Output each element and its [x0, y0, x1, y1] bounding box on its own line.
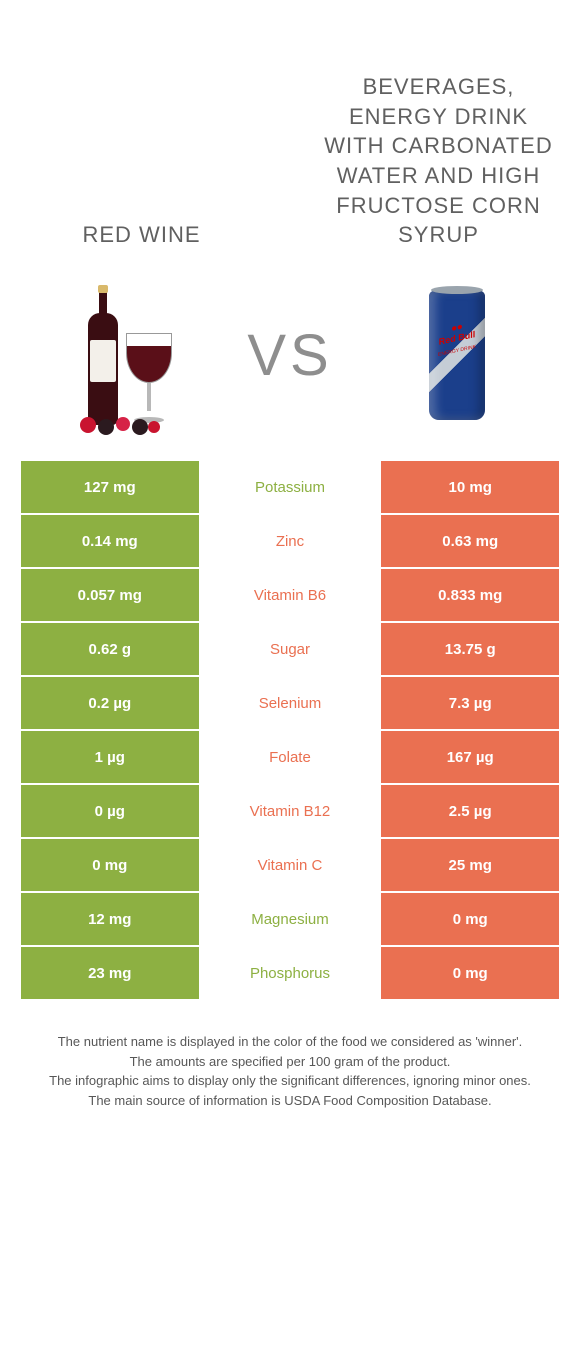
table-row: 0.2 µgSelenium7.3 µg: [21, 677, 559, 731]
table-row: 0 mgVitamin C25 mg: [21, 839, 559, 893]
nutrient-name-cell: Vitamin B12: [199, 785, 382, 839]
right-value-cell: 25 mg: [381, 839, 559, 893]
right-value-cell: 0 mg: [381, 947, 559, 1001]
right-value-cell: 0 mg: [381, 893, 559, 947]
nutrition-table: 127 mgPotassium10 mg0.14 mgZinc0.63 mg0.…: [20, 460, 560, 1002]
footnotes: The nutrient name is displayed in the co…: [20, 1032, 560, 1110]
nutrient-name-cell: Magnesium: [199, 893, 382, 947]
nutrient-name-cell: Vitamin B6: [199, 569, 382, 623]
nutrient-name-cell: Vitamin C: [199, 839, 382, 893]
nutrient-name-cell: Potassium: [199, 461, 382, 515]
wine-illustration: [48, 275, 198, 435]
right-value-cell: 10 mg: [381, 461, 559, 515]
right-product-title: BEVERAGES, ENERGY DRINK WITH CARBONATED …: [317, 72, 560, 250]
left-value-cell: 12 mg: [21, 893, 199, 947]
nutrient-name-cell: Phosphorus: [199, 947, 382, 1001]
right-value-cell: 2.5 µg: [381, 785, 559, 839]
images-row: VS •• Red Bull ENERGY DRINK: [20, 270, 560, 440]
energy-can-illustration: •• Red Bull ENERGY DRINK: [397, 280, 517, 430]
left-value-cell: 0.057 mg: [21, 569, 199, 623]
left-value-cell: 0.14 mg: [21, 515, 199, 569]
right-value-cell: 7.3 µg: [381, 677, 559, 731]
table-row: 0 µgVitamin B122.5 µg: [21, 785, 559, 839]
footnote-line: The amounts are specified per 100 gram o…: [30, 1052, 550, 1072]
nutrient-name-cell: Zinc: [199, 515, 382, 569]
left-value-cell: 0.62 g: [21, 623, 199, 677]
table-row: 0.14 mgZinc0.63 mg: [21, 515, 559, 569]
table-row: 23 mgPhosphorus0 mg: [21, 947, 559, 1001]
left-value-cell: 127 mg: [21, 461, 199, 515]
table-row: 12 mgMagnesium0 mg: [21, 893, 559, 947]
right-product-image: •• Red Bull ENERGY DRINK: [355, 280, 560, 430]
table-row: 1 µgFolate167 µg: [21, 731, 559, 785]
right-value-cell: 0.833 mg: [381, 569, 559, 623]
left-value-cell: 0 µg: [21, 785, 199, 839]
left-value-cell: 23 mg: [21, 947, 199, 1001]
left-value-cell: 0.2 µg: [21, 677, 199, 731]
nutrient-name-cell: Sugar: [199, 623, 382, 677]
table-row: 0.057 mgVitamin B60.833 mg: [21, 569, 559, 623]
left-product-title: RED WINE: [20, 220, 263, 250]
footnote-line: The nutrient name is displayed in the co…: [30, 1032, 550, 1052]
vs-label: VS: [225, 322, 355, 389]
titles-row: RED WINE BEVERAGES, ENERGY DRINK WITH CA…: [20, 20, 560, 260]
left-product-image: [20, 275, 225, 435]
left-value-cell: 1 µg: [21, 731, 199, 785]
footnote-line: The infographic aims to display only the…: [30, 1071, 550, 1091]
table-row: 0.62 gSugar13.75 g: [21, 623, 559, 677]
nutrient-name-cell: Selenium: [199, 677, 382, 731]
right-value-cell: 0.63 mg: [381, 515, 559, 569]
right-value-cell: 167 µg: [381, 731, 559, 785]
footnote-line: The main source of information is USDA F…: [30, 1091, 550, 1111]
nutrient-name-cell: Folate: [199, 731, 382, 785]
right-value-cell: 13.75 g: [381, 623, 559, 677]
left-value-cell: 0 mg: [21, 839, 199, 893]
table-row: 127 mgPotassium10 mg: [21, 461, 559, 515]
